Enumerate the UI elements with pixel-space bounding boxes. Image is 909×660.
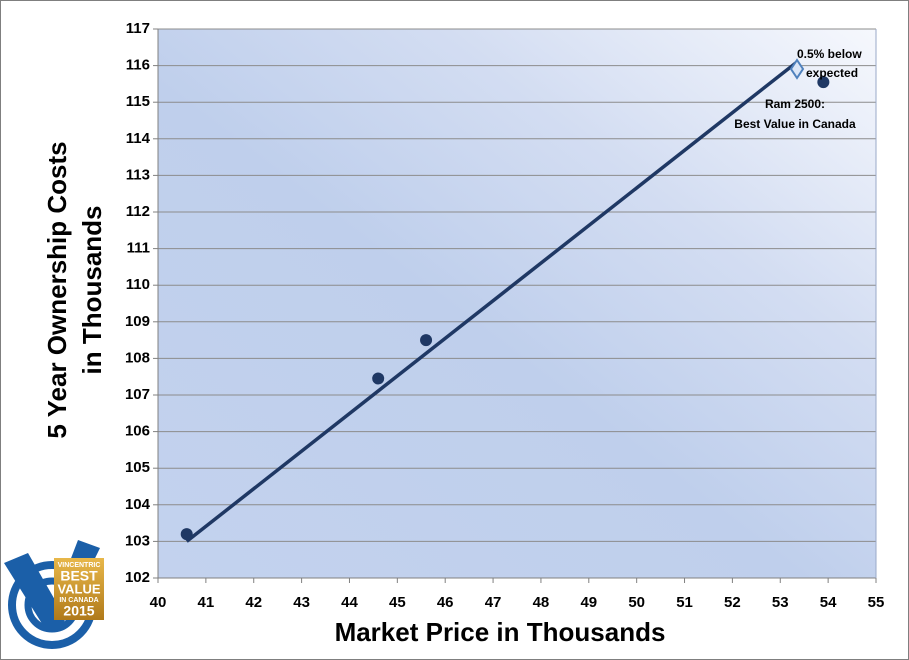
plot-area (158, 29, 876, 578)
y-tick-label: 104 (125, 496, 151, 513)
x-tick-label: 41 (198, 594, 215, 611)
logo-text: 2015 (63, 603, 94, 619)
y-tick-label: 117 (126, 20, 150, 37)
y-tick-label: 103 (125, 532, 150, 549)
y-tick-label: 102 (125, 569, 150, 586)
y-tick-label: 115 (126, 93, 150, 110)
point (180, 528, 193, 541)
x-tick-label: 44 (341, 594, 358, 611)
x-tick-label: 43 (293, 594, 310, 611)
x-tick-label: 50 (628, 594, 645, 611)
y-tick-label: 114 (126, 130, 151, 147)
y-tick-label: 106 (125, 423, 150, 440)
x-tick-label: 54 (820, 594, 837, 611)
x-tick-label: 48 (533, 594, 550, 611)
logo-text: VALUE (57, 581, 100, 596)
x-tick-label: 46 (437, 594, 454, 611)
point (817, 76, 830, 89)
x-tick-label: 51 (676, 594, 693, 611)
point (420, 334, 433, 347)
marks (180, 60, 830, 543)
annotation-arrow (789, 58, 805, 80)
x-tick-label: 42 (245, 594, 262, 611)
x-tick-label: 40 (150, 594, 167, 611)
y-axis-label: in Thousands (77, 206, 107, 375)
y-tick-label: 105 (125, 459, 150, 476)
y-tick-label: 109 (125, 313, 150, 330)
x-axis-label: Market Price in Thousands (335, 617, 666, 647)
logo-text: IN CANADA (59, 597, 98, 604)
logo: VINCENTRIC BEST VALUE IN CANADA 2015 (4, 540, 104, 649)
logo-text: BEST (60, 568, 98, 584)
x-tick-label: 49 (580, 594, 597, 611)
y-axis-label: 5 Year Ownership Costs (42, 141, 72, 438)
annotation: Ram 2500: (765, 97, 825, 111)
x-tick-label: 55 (868, 594, 885, 611)
y-tick-label: 112 (126, 203, 150, 220)
point (372, 372, 385, 385)
x-tick-label: 47 (485, 594, 502, 611)
y-tick-label: 108 (125, 349, 150, 366)
annotation: 0.5% below (797, 47, 862, 61)
y-tick-label: 107 (125, 386, 150, 403)
y-tick-label: 111 (127, 240, 150, 257)
x-tick-label: 52 (724, 594, 741, 611)
logo-text: VINCENTRIC (58, 562, 101, 569)
annotation: Best Value in Canada (734, 117, 856, 131)
x-tick-label: 45 (389, 594, 406, 611)
annotation: expected (806, 66, 858, 80)
y-tick-label: 116 (126, 57, 150, 74)
y-tick-label: 113 (126, 166, 150, 183)
y-tick-label: 110 (126, 276, 150, 293)
trend-line (185, 60, 799, 543)
x-tick-label: 53 (772, 594, 789, 611)
